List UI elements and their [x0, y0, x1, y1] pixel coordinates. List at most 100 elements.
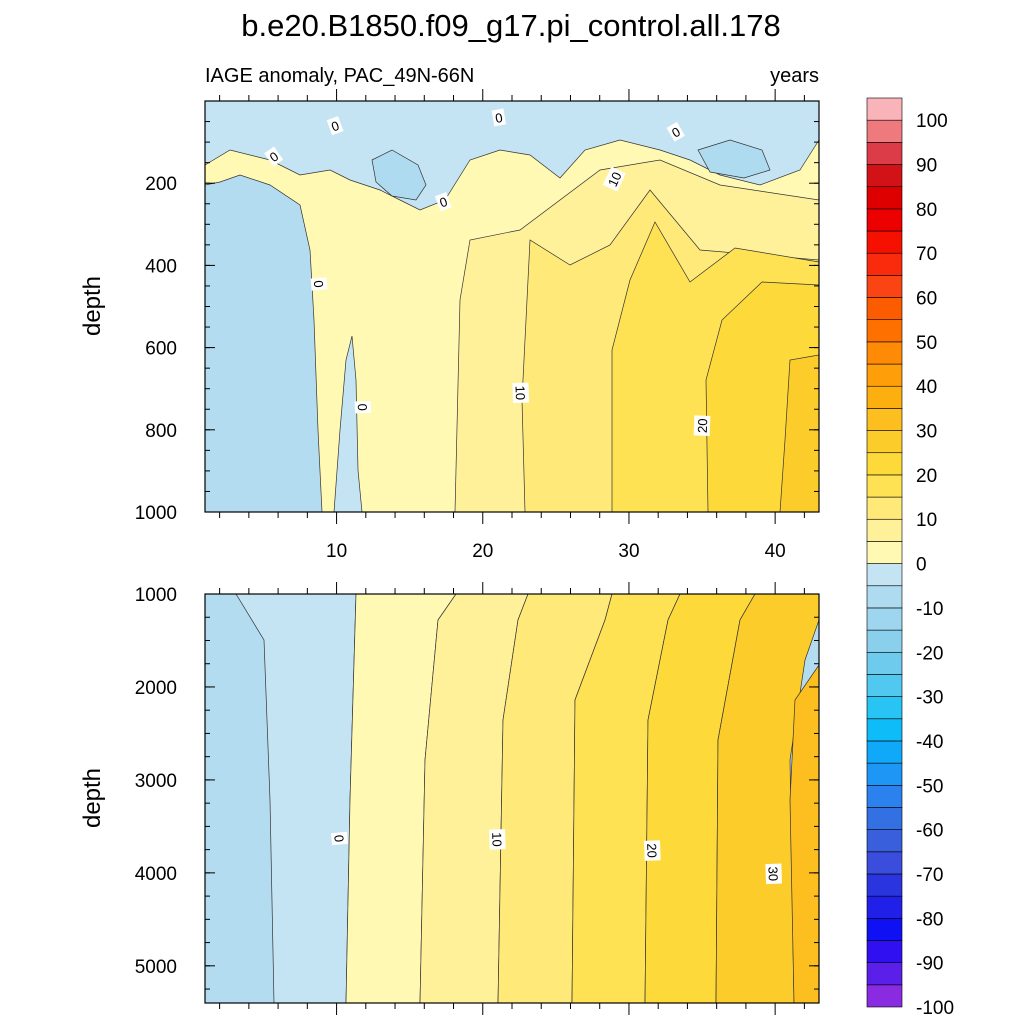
colorbar-box	[866, 851, 903, 875]
contour-label: 0	[310, 277, 328, 291]
upper-fill-neg-left	[205, 101, 323, 512]
contour-label-text: 0	[311, 280, 327, 289]
colorbar-label: -80	[916, 909, 943, 930]
xtick-label: 40	[765, 541, 786, 562]
contour-label: 20	[643, 840, 661, 861]
colorbar-box	[866, 474, 903, 498]
colorbar-label: 30	[916, 422, 937, 443]
colorbar-label: 80	[916, 200, 937, 221]
contour-label: 20	[693, 415, 711, 436]
ytick-label: 800	[145, 421, 177, 442]
upper-fill-neg-patch	[371, 149, 427, 201]
colorbar-label: -10	[916, 599, 943, 620]
colorbar-box	[866, 718, 903, 742]
colorbar-box	[866, 164, 903, 187]
contour-label: 0	[331, 831, 348, 846]
colorbar-label: -70	[916, 865, 943, 886]
colorbar-label: 90	[916, 156, 937, 177]
colorbar-box	[866, 430, 903, 454]
contour-label-text: 20	[695, 418, 710, 433]
colorbar-box	[866, 230, 903, 254]
contour-label: 0	[666, 121, 685, 142]
xtick-label: 30	[618, 541, 639, 562]
contour-label: 10	[512, 382, 530, 404]
contour-label-bg	[331, 831, 348, 846]
contour-label: 0	[434, 192, 452, 212]
chart-subtitle-left: IAGE anomaly, PAC_49N-66N	[205, 65, 474, 87]
colorbar-label: 50	[916, 333, 937, 354]
colorbar-box	[866, 962, 903, 986]
contour-label: 10	[489, 829, 506, 850]
contour-label-bg	[643, 840, 661, 861]
colorbar-box	[866, 297, 903, 321]
upper-ylabel: depth	[79, 276, 106, 336]
contour-label-bg	[434, 192, 452, 212]
colorbar-box	[866, 918, 903, 941]
xtick-label: 20	[472, 541, 493, 562]
colorbar-box	[866, 895, 903, 919]
contour-label-bg	[489, 829, 506, 850]
contour-label-text: 0	[329, 118, 341, 135]
colorbar-box	[866, 142, 903, 165]
colorbar-box	[866, 563, 903, 587]
colorbar-label: 40	[916, 377, 937, 398]
contour-label-text: 10	[513, 385, 528, 400]
colorbar-label: -50	[916, 776, 943, 797]
colorbar-box	[866, 186, 903, 210]
contour-label-bg	[512, 382, 530, 404]
contour-label-bg	[602, 166, 626, 192]
contour-label-bg	[326, 116, 344, 136]
contour-label-text: 0	[437, 194, 449, 211]
colorbar-label: -100	[916, 998, 954, 1019]
contour-label: 10	[602, 166, 626, 192]
ytick-label: 200	[145, 174, 177, 195]
ytick-label: 5000	[135, 957, 177, 978]
contour-label: 0	[326, 116, 344, 136]
contour-label: 0	[264, 146, 284, 167]
colorbar-label: 100	[916, 111, 948, 132]
colorbar-box	[866, 541, 903, 564]
colorbar-box	[866, 807, 903, 830]
colorbar-box	[866, 740, 903, 764]
colorbar-box	[866, 319, 903, 343]
colorbar-box	[866, 984, 903, 1008]
colorbar-box	[866, 119, 903, 143]
colorbar-box	[866, 408, 903, 431]
colorbar-box	[866, 607, 903, 631]
colorbar-box	[866, 873, 903, 897]
contour-label-bg	[264, 146, 284, 167]
contour-label-bg	[491, 108, 507, 127]
lower-fill-pos-35	[789, 664, 819, 1003]
colorbar-label: -60	[916, 821, 943, 842]
contour-label: 0	[354, 400, 372, 414]
contour-label-text: 0	[494, 110, 504, 126]
colorbar: 1009080706050403020100-10-20-30-40-50-60…	[866, 97, 954, 1019]
chart-title: b.e20.B1850.f09_g17.pi_control.all.178	[241, 8, 781, 43]
colorbar-box	[866, 829, 903, 853]
colorbar-label: 70	[916, 244, 937, 265]
contour-label-text: 30	[765, 866, 780, 881]
colorbar-box	[866, 651, 903, 675]
upper-fill-neg-patch-right	[697, 139, 771, 179]
colorbar-label: -20	[916, 643, 943, 664]
colorbar-label: 60	[916, 289, 937, 310]
chart-subtitle-right: years	[770, 65, 819, 87]
contour-label-text: 0	[355, 403, 370, 411]
colorbar-box	[866, 341, 903, 365]
colorbar-box	[866, 452, 903, 476]
ytick-label: 600	[145, 339, 177, 360]
colorbar-box	[866, 762, 903, 786]
ytick-label: 400	[145, 256, 177, 277]
colorbar-box	[866, 208, 903, 232]
colorbar-label: 10	[916, 510, 937, 531]
colorbar-box	[866, 496, 903, 520]
ytick-label: 4000	[135, 864, 177, 885]
contour-label-text: 10	[489, 832, 504, 847]
colorbar-label: 0	[916, 555, 927, 576]
contour-label-bg	[765, 863, 783, 885]
colorbar-label: -40	[916, 732, 943, 753]
upper-fill-pos-30	[779, 354, 819, 512]
upper-fill-neg-mid	[333, 335, 363, 512]
